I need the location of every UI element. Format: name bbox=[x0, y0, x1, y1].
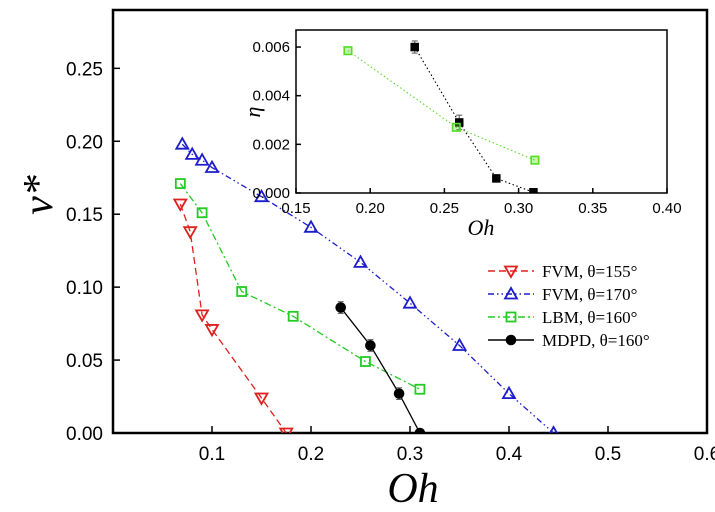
data-point bbox=[343, 46, 353, 56]
series-line bbox=[179, 203, 287, 433]
x-tick-label: 0.35 bbox=[578, 200, 607, 217]
series-3 bbox=[335, 301, 426, 433]
y-tick-label: 0.20 bbox=[66, 132, 103, 153]
data-point bbox=[236, 286, 248, 297]
main-ticks: 0.1 0.2 0.3 0.4 0.5 0.6 0.00 0.05 0.10 0.15 0.20 0.… bbox=[66, 59, 715, 465]
data-point bbox=[194, 152, 210, 166]
data-point bbox=[303, 219, 319, 233]
inset-y-axis-title: η bbox=[240, 107, 265, 118]
series-1 bbox=[174, 136, 559, 433]
data-point bbox=[253, 188, 270, 203]
x-tick-label: 0.30 bbox=[504, 200, 533, 217]
inset-plot-frame bbox=[295, 29, 668, 194]
inset-chart: 0.15 0.20 0.25 0.30 0.35 0.40 0.000 0.002 0.004 0… bbox=[240, 29, 682, 240]
data-point bbox=[414, 427, 426, 433]
x-tick-label: 0.2 bbox=[298, 444, 324, 465]
data-point bbox=[365, 340, 376, 351]
data-point bbox=[530, 155, 540, 165]
data-point bbox=[172, 198, 188, 212]
legend-label: FVM, θ=155° bbox=[542, 262, 637, 281]
legend-label: FVM, θ=170° bbox=[542, 285, 637, 304]
data-point bbox=[335, 302, 347, 313]
data-point bbox=[501, 385, 517, 400]
inset-x-axis-title: Oh bbox=[468, 215, 495, 240]
series-line bbox=[340, 307, 421, 433]
main-series bbox=[172, 136, 559, 433]
data-point bbox=[414, 383, 426, 395]
data-point bbox=[287, 310, 299, 322]
legend-label: LBM, θ=160° bbox=[542, 308, 637, 327]
series-0 bbox=[410, 40, 538, 193]
x-tick-label: 0.3 bbox=[397, 444, 423, 465]
data-point bbox=[402, 295, 418, 309]
legend-entry: FVM, θ=155° bbox=[488, 262, 637, 281]
legend-entry: MDPD, θ=160° bbox=[488, 331, 650, 350]
data-point bbox=[184, 146, 200, 160]
data-point bbox=[360, 356, 371, 367]
y-tick-label: 0.25 bbox=[66, 59, 103, 80]
inset-series bbox=[343, 40, 540, 193]
y-tick-label: 0.004 bbox=[252, 88, 290, 105]
data-point bbox=[174, 136, 190, 150]
legend-entry: FVM, θ=170° bbox=[488, 285, 637, 304]
series-line bbox=[414, 46, 534, 193]
legend-marker bbox=[505, 334, 517, 346]
series-0 bbox=[172, 198, 294, 433]
x-tick-label: 0.40 bbox=[652, 200, 681, 217]
data-point bbox=[204, 159, 220, 173]
data-point bbox=[352, 254, 369, 268]
marker-fill bbox=[530, 155, 540, 165]
y-tick-label: 0.00 bbox=[66, 424, 103, 445]
legend-label: MDPD, θ=160° bbox=[542, 331, 650, 350]
data-point bbox=[393, 388, 405, 399]
data-point bbox=[549, 425, 559, 433]
x-tick-label: 0.5 bbox=[595, 444, 621, 465]
marker-fill bbox=[451, 122, 461, 132]
inset-ticks: 0.15 0.20 0.25 0.30 0.35 0.40 0.000 0.002 0.004 0… bbox=[252, 39, 681, 217]
y-tick-label: 0.10 bbox=[66, 278, 103, 299]
y-tick-label: 0.000 bbox=[252, 185, 290, 202]
data-point bbox=[253, 392, 270, 406]
marker-fill bbox=[343, 46, 353, 56]
x-tick-label: 0.20 bbox=[356, 200, 385, 217]
x-tick-label: 0.6 bbox=[694, 444, 715, 465]
y-tick-label: 0.05 bbox=[66, 351, 103, 372]
legend-entry: LBM, θ=160° bbox=[488, 308, 637, 327]
legend-marker bbox=[505, 311, 517, 323]
x-tick-label: 0.15 bbox=[281, 200, 310, 217]
x-tick-label: 0.1 bbox=[199, 444, 225, 465]
legend-marker bbox=[503, 286, 519, 300]
data-point bbox=[492, 174, 501, 183]
data-point bbox=[204, 324, 220, 338]
legend-marker bbox=[503, 265, 519, 279]
y-tick-label: 0.002 bbox=[252, 136, 290, 153]
data-point bbox=[182, 226, 198, 240]
data-point bbox=[451, 122, 461, 132]
data-point bbox=[174, 178, 186, 189]
main-y-axis-title: ν* bbox=[16, 175, 62, 215]
data-point bbox=[278, 427, 294, 433]
data-point bbox=[410, 42, 419, 52]
main-legend: FVM, θ=155° FVM, θ=170° LBM, θ=160° MDPD, θ… bbox=[488, 262, 650, 350]
y-tick-label: 0.15 bbox=[66, 205, 103, 226]
data-point bbox=[196, 207, 208, 219]
x-tick-label: 0.4 bbox=[496, 444, 523, 465]
main-chart: 0.1 0.2 0.3 0.4 0.5 0.60.000.050.100.150.200.… bbox=[16, 8, 715, 512]
y-tick-label: 0.006 bbox=[252, 39, 290, 56]
series-1 bbox=[343, 46, 540, 165]
data-point bbox=[529, 188, 538, 193]
main-x-axis-title: Oh bbox=[387, 466, 438, 512]
data-point bbox=[451, 337, 468, 351]
series-line bbox=[347, 50, 536, 161]
x-tick-label: 0.25 bbox=[430, 200, 459, 217]
data-point bbox=[194, 309, 210, 323]
series-2 bbox=[174, 178, 426, 395]
